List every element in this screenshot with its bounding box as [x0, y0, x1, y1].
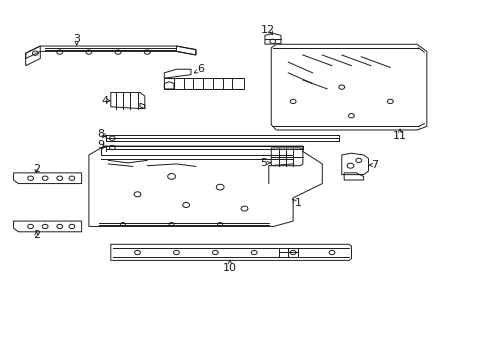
- Text: 1: 1: [294, 198, 301, 208]
- Text: 11: 11: [392, 131, 406, 141]
- Text: 12: 12: [260, 25, 274, 35]
- Text: 10: 10: [223, 262, 236, 273]
- Text: 5: 5: [260, 158, 267, 168]
- Text: 8: 8: [97, 129, 104, 139]
- Text: 2: 2: [33, 164, 40, 174]
- Text: 4: 4: [101, 96, 108, 106]
- Text: 9: 9: [97, 140, 104, 150]
- Text: 7: 7: [370, 160, 378, 170]
- Text: 6: 6: [197, 64, 204, 74]
- Text: 3: 3: [73, 34, 80, 44]
- Text: 2: 2: [33, 230, 40, 240]
